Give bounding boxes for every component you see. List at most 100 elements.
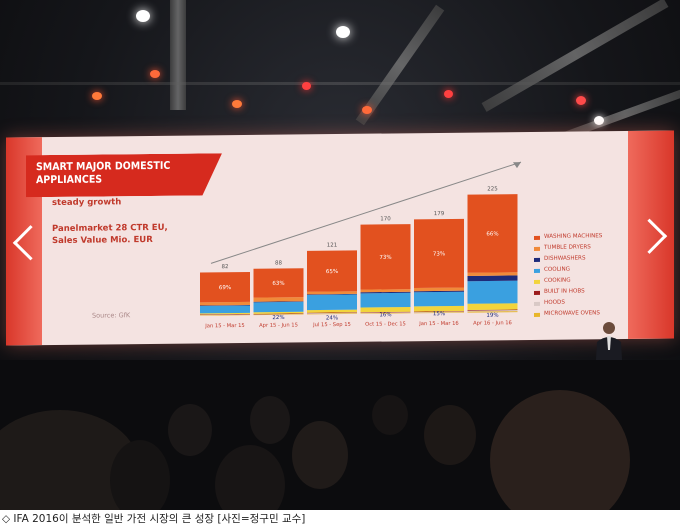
cooling-pct-label: 15% — [433, 311, 445, 317]
bar-segment-hoods — [360, 312, 411, 314]
legend-item: BUILT IN HOBS — [534, 286, 602, 298]
bar-segment-hoods — [414, 311, 464, 313]
legend-swatch — [534, 257, 540, 262]
bar-segment-cooling — [253, 301, 304, 313]
legend-item: MICROWAVE OVENS — [534, 308, 602, 320]
cooling-pct-label: 24% — [326, 315, 338, 321]
conference-stage: SMART MAJOR DOMESTIC APPLIANCES steady g… — [0, 0, 680, 510]
stage-light — [232, 100, 242, 108]
bar-segment-built-in-hobs — [307, 312, 357, 314]
legend-label: DISHWASHERS — [544, 255, 586, 262]
bar-segment-dishwashers — [200, 304, 250, 307]
bar-segment-cooking — [200, 312, 250, 315]
legend-item: COOKING — [534, 275, 602, 287]
ceiling-truss — [0, 82, 680, 85]
bar-segment-hoods — [307, 312, 357, 314]
bar-segment-microwave-ovens — [414, 312, 464, 314]
legend-swatch — [534, 268, 540, 273]
legend-label: TUMBLE DRYERS — [544, 244, 591, 251]
bar-segment-cooking — [414, 305, 464, 312]
legend-item: DISHWASHERS — [534, 253, 602, 265]
bar-segment-cooking — [360, 306, 411, 313]
stage-light — [362, 106, 372, 114]
x-tick-label: Jan 15 - Mar 16 — [418, 321, 458, 327]
trend-arrow — [210, 161, 522, 264]
legend-item: COOLING — [534, 264, 602, 276]
bar-segment-tumble-dryers — [253, 297, 304, 302]
bar-segment-tumble-dryers — [360, 289, 411, 293]
legend-label: COOKING — [544, 277, 571, 284]
x-tick-label: Oct 15 - Dec 15 — [365, 321, 406, 327]
bar-segment-washing-machines — [360, 224, 411, 290]
legend-swatch — [534, 246, 540, 251]
bar-segment-tumble-dryers — [307, 291, 357, 295]
bar-segment-microwave-ovens — [307, 313, 357, 315]
stage-light — [576, 96, 586, 105]
bar-segment-washing-machines — [253, 268, 304, 298]
washing-pct-label: 73% — [433, 251, 445, 257]
bar-segment-dishwashers — [307, 293, 357, 295]
bar-segment-microwave-ovens — [200, 314, 250, 316]
bar-segment-cooking — [253, 311, 304, 314]
bar-segment-dishwashers — [467, 275, 518, 282]
bar-segment-washing-machines — [200, 271, 250, 303]
legend-label: COOLING — [544, 266, 570, 273]
bar-total-label: 88 — [275, 260, 282, 266]
x-tick-label: Jan 15 - Mar 15 — [204, 323, 244, 329]
stage-light — [594, 116, 604, 125]
bar-total-label: 179 — [434, 211, 445, 217]
x-tick-label: Jul 15 - Sep 15 — [312, 322, 351, 328]
stage-light — [444, 90, 453, 98]
legend-item: HOODS — [534, 297, 602, 309]
bar-total-label: 225 — [487, 186, 498, 192]
legend-swatch — [534, 235, 540, 240]
presentation-screen: SMART MAJOR DOMESTIC APPLIANCES steady g… — [6, 130, 674, 346]
stage-light — [150, 70, 160, 78]
bar-segment-cooking — [467, 303, 518, 311]
bar-segment-built-in-hobs — [414, 311, 464, 313]
legend-swatch — [534, 290, 540, 295]
bar-segment-microwave-ovens — [467, 311, 518, 313]
washing-pct-label: 73% — [379, 255, 391, 261]
x-tick-label: Apr 15 - Jun 15 — [259, 322, 298, 328]
x-tick-label: Apr 16 - Jun 16 — [473, 320, 512, 326]
bar-segment-dishwashers — [360, 291, 411, 294]
legend-label: MICROWAVE OVENS — [544, 310, 600, 317]
legend-swatch — [534, 301, 540, 306]
bar-segment-built-in-hobs — [360, 311, 411, 313]
legend-swatch — [534, 312, 540, 317]
ceiling-truss — [170, 0, 186, 110]
bar-segment-tumble-dryers — [200, 301, 250, 306]
legend-label: BUILT IN HOBS — [544, 288, 585, 295]
stage-light — [336, 26, 350, 38]
stage-light — [136, 10, 150, 22]
bar-segment-built-in-hobs — [253, 313, 304, 315]
bar-total-label: 170 — [380, 216, 391, 222]
bar-segment-cooling — [414, 291, 464, 307]
bar-segment-cooling — [467, 280, 518, 304]
legend-label: HOODS — [544, 299, 565, 306]
legend-label: WASHING MACHINES — [544, 233, 603, 240]
stage-light — [302, 82, 311, 90]
bar-segment-hoods — [467, 310, 518, 312]
photo-caption: ◇ IFA 2016이 분석한 일반 가전 시장의 큰 성장 [사진=정구민 교… — [0, 510, 680, 529]
washing-pct-label: 63% — [272, 281, 284, 287]
bar-segment-cooling — [200, 305, 250, 314]
bar-segment-microwave-ovens — [360, 312, 411, 314]
bar-total-label: 82 — [222, 264, 229, 270]
legend-item: WASHING MACHINES — [534, 231, 602, 243]
ceiling-truss — [481, 0, 669, 112]
bar-segment-tumble-dryers — [467, 272, 518, 276]
bar-segment-dishwashers — [414, 290, 464, 293]
bar-total-label: 121 — [327, 243, 337, 249]
washing-pct-label: 65% — [326, 269, 338, 275]
chart-legend: WASHING MACHINES TUMBLE DRYERS DISHWASHERS… — [534, 231, 602, 320]
cooling-pct-label: 22% — [272, 315, 284, 321]
stacked-bar-chart: 82 69% Jan 15 - Mar 15 88 63% 22%Apr 15 - Jun… — [200, 161, 522, 329]
trend-arrow-head — [513, 162, 521, 169]
bar-segment-washing-machines — [414, 218, 464, 289]
legend-item: TUMBLE DRYERS — [534, 242, 602, 254]
bar-segment-cooking — [307, 309, 357, 313]
bar-segment-microwave-ovens — [253, 314, 304, 316]
bar-segment-washing-machines — [467, 194, 518, 273]
